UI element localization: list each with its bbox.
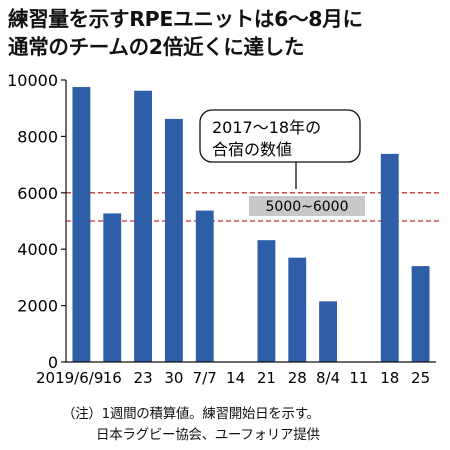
x-tick-label: 23	[134, 369, 153, 387]
chart-title-line-1: 練習量を示すRPEユニットは6～8月に	[8, 7, 363, 31]
x-tick-label: 28	[288, 369, 307, 387]
footnote-line-1: （注）1週間の積算値。練習開始日を示す。	[62, 406, 320, 422]
bar-7	[288, 257, 307, 362]
footnote-line-2: 日本ラグビー協会、ユーフォリア提供	[96, 427, 320, 443]
callout-text-line-2: 合宿の数値	[212, 140, 292, 159]
reference-band-label: 5000~6000	[266, 199, 349, 215]
bar-0	[72, 87, 91, 363]
bar-11	[411, 266, 430, 362]
x-tick-label: 25	[411, 369, 430, 387]
y-tick-label: 2000	[17, 297, 58, 316]
x-tick-label: 2019/6/9	[36, 369, 103, 387]
x-tick-label: 18	[380, 369, 399, 387]
y-tick-label: 4000	[17, 240, 58, 259]
bar-chart: 0 2000 4000 6000 8000 10000 2019/6/9 16 23 30 7/7…	[7, 71, 440, 387]
x-tick-label: 16	[103, 369, 122, 387]
reference-band-label-bg	[249, 196, 365, 216]
x-tick-label: 30	[164, 369, 183, 387]
bar-6	[257, 240, 276, 362]
x-tick-label: 8/4	[316, 369, 340, 387]
callout-box	[199, 109, 361, 163]
x-tick-label: 7/7	[193, 369, 217, 387]
x-tick-label: 11	[349, 369, 368, 387]
bar-2	[134, 90, 153, 362]
bar-8	[319, 301, 338, 362]
y-tick-label: 6000	[17, 184, 58, 203]
bar-4	[195, 210, 214, 362]
x-tick-label: 14	[226, 369, 245, 387]
y-tick-label: 8000	[17, 127, 58, 146]
x-tick-label: 21	[257, 369, 276, 387]
chart-title-line-2: 通常のチームの2倍近くに達した	[8, 35, 305, 59]
bar-10	[380, 153, 399, 362]
y-tick-label: 0	[48, 353, 58, 372]
callout-text-line-1: 2017～18年の	[212, 118, 321, 137]
bar-3	[164, 118, 183, 362]
bar-1	[103, 213, 122, 362]
y-tick-label: 10000	[7, 71, 58, 90]
